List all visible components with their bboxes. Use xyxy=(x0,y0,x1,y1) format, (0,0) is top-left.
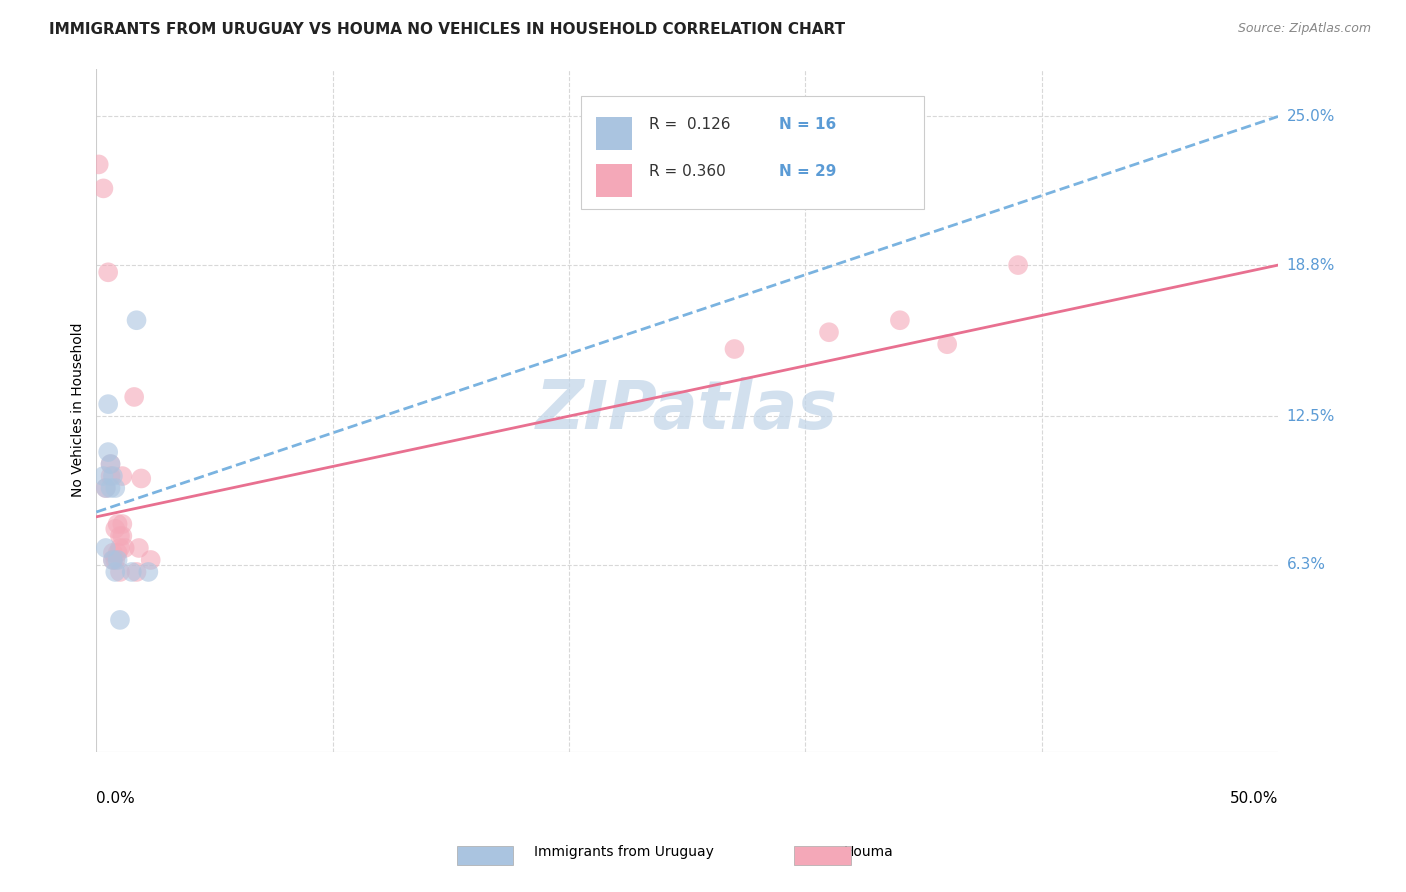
Point xyxy=(100,457,122,471)
Point xyxy=(111,529,134,543)
Point xyxy=(114,541,136,555)
Point xyxy=(108,529,131,543)
Point xyxy=(104,553,127,567)
Point xyxy=(97,397,120,411)
Point xyxy=(108,565,131,579)
Point xyxy=(108,613,131,627)
Point xyxy=(100,469,122,483)
Point xyxy=(100,457,122,471)
Text: 0.0%: 0.0% xyxy=(97,790,135,805)
Point xyxy=(104,481,127,495)
Point xyxy=(125,565,148,579)
Point xyxy=(818,325,841,339)
Point xyxy=(94,481,117,495)
Point xyxy=(93,469,115,483)
Point xyxy=(139,553,162,567)
Text: 25.0%: 25.0% xyxy=(1286,109,1334,124)
Point xyxy=(101,553,124,567)
FancyBboxPatch shape xyxy=(596,164,631,197)
Point xyxy=(107,516,129,531)
Point xyxy=(104,565,127,579)
Point xyxy=(104,522,127,536)
Point xyxy=(94,481,117,495)
Point xyxy=(93,181,115,195)
Point xyxy=(889,313,911,327)
Point xyxy=(111,516,134,531)
Point xyxy=(138,565,160,579)
Text: R =  0.126: R = 0.126 xyxy=(650,117,731,132)
Point xyxy=(121,565,143,579)
FancyBboxPatch shape xyxy=(581,95,924,209)
Point xyxy=(128,541,150,555)
Text: ZIPatlas: ZIPatlas xyxy=(536,377,838,443)
Point xyxy=(723,342,745,356)
Point xyxy=(101,553,124,567)
Point xyxy=(97,265,120,279)
Point xyxy=(122,390,145,404)
Point xyxy=(129,471,152,485)
Text: Source: ZipAtlas.com: Source: ZipAtlas.com xyxy=(1237,22,1371,36)
Text: 18.8%: 18.8% xyxy=(1286,258,1334,273)
Point xyxy=(100,481,122,495)
Text: Houma: Houma xyxy=(844,845,893,859)
Text: N = 29: N = 29 xyxy=(779,164,837,178)
Y-axis label: No Vehicles in Household: No Vehicles in Household xyxy=(72,323,86,498)
Point xyxy=(97,445,120,459)
Point xyxy=(101,546,124,560)
Text: R = 0.360: R = 0.360 xyxy=(650,164,725,178)
Point xyxy=(108,541,131,555)
Text: Immigrants from Uruguay: Immigrants from Uruguay xyxy=(534,845,714,859)
Text: 12.5%: 12.5% xyxy=(1286,409,1334,424)
Text: 6.3%: 6.3% xyxy=(1286,558,1326,573)
Point xyxy=(107,546,129,560)
Point xyxy=(936,337,959,351)
Point xyxy=(111,469,134,483)
Point xyxy=(107,553,129,567)
Text: N = 16: N = 16 xyxy=(779,117,837,132)
Point xyxy=(87,157,110,171)
Point xyxy=(101,469,124,483)
Text: 50.0%: 50.0% xyxy=(1230,790,1278,805)
Point xyxy=(125,313,148,327)
Text: IMMIGRANTS FROM URUGUAY VS HOUMA NO VEHICLES IN HOUSEHOLD CORRELATION CHART: IMMIGRANTS FROM URUGUAY VS HOUMA NO VEHI… xyxy=(49,22,845,37)
Point xyxy=(94,541,117,555)
FancyBboxPatch shape xyxy=(596,118,631,150)
Point xyxy=(1007,258,1029,272)
